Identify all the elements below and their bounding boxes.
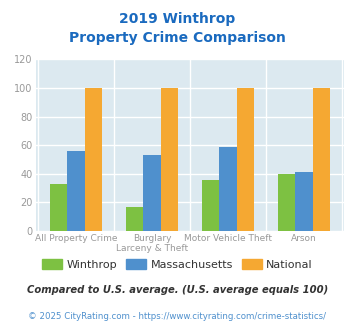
Bar: [219, 147, 237, 231]
Bar: [84, 88, 102, 231]
Bar: [202, 180, 219, 231]
Text: Compared to U.S. average. (U.S. average equals 100): Compared to U.S. average. (U.S. average …: [27, 285, 328, 295]
Bar: [67, 151, 84, 231]
Text: © 2025 CityRating.com - https://www.cityrating.com/crime-statistics/: © 2025 CityRating.com - https://www.city…: [28, 312, 327, 321]
Bar: [126, 207, 143, 231]
Bar: [160, 88, 178, 231]
Text: 2019 Winthrop: 2019 Winthrop: [119, 12, 236, 25]
Bar: [295, 172, 313, 231]
Legend: Winthrop, Massachusetts, National: Winthrop, Massachusetts, National: [38, 255, 317, 274]
Bar: [278, 174, 295, 231]
Text: Property Crime Comparison: Property Crime Comparison: [69, 31, 286, 45]
Bar: [143, 155, 160, 231]
Bar: [50, 184, 67, 231]
Bar: [313, 88, 330, 231]
Bar: [237, 88, 254, 231]
